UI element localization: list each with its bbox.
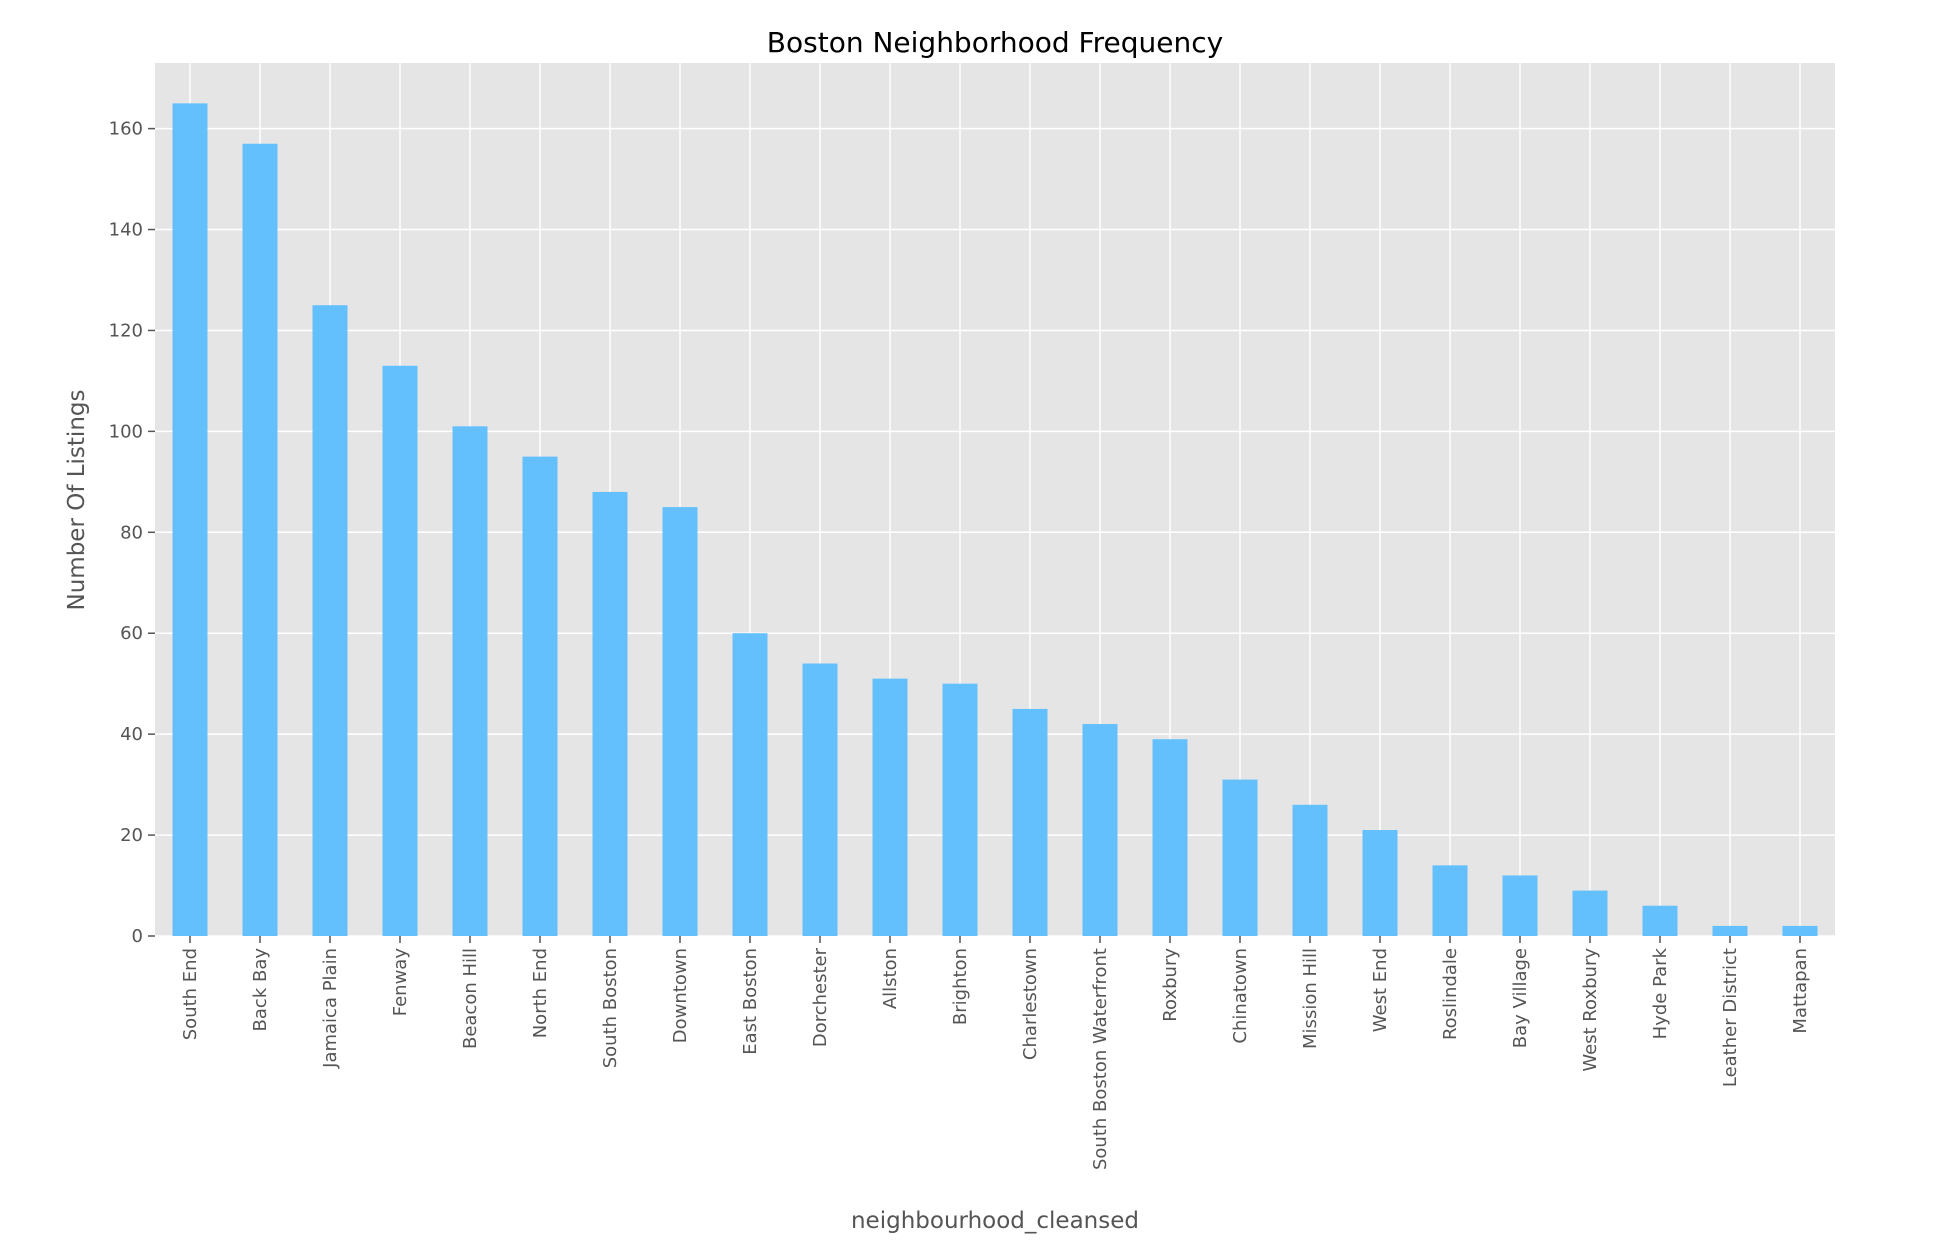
x-tick-label: Mattapan: [1790, 948, 1811, 1034]
x-tick-label: Charlestown: [1020, 948, 1041, 1060]
x-tick-label: Jamaica Plain: [320, 948, 341, 1069]
x-axis-ticks: South End Back Bay Jamaica Plain Fenway Beac…: [180, 936, 1811, 1170]
x-tick-label: Bay Village: [1510, 948, 1531, 1048]
bar: [942, 683, 978, 936]
bar: [1572, 890, 1608, 936]
bar: [172, 103, 208, 937]
bar: [382, 365, 418, 937]
x-tick-label: East Boston: [740, 948, 761, 1055]
x-tick-label: Hyde Park: [1650, 947, 1671, 1039]
y-tick-label: 0: [132, 926, 143, 947]
bar: [1152, 739, 1188, 936]
x-axis-label: neighbourhood_cleansed: [851, 1208, 1139, 1234]
x-tick-label: West Roxbury: [1580, 948, 1601, 1072]
x-tick-label: South End: [180, 948, 201, 1040]
bar: [802, 663, 838, 936]
y-axis-ticks: 0 20 40 60 80 100 120 140 160: [109, 119, 155, 947]
bar: [662, 507, 698, 936]
x-tick-label: Beacon Hill: [460, 948, 481, 1049]
x-tick-label: Brighton: [950, 948, 971, 1025]
y-tick-label: 160: [109, 119, 143, 140]
x-tick-label: Chinatown: [1230, 948, 1251, 1044]
bar: [872, 678, 908, 936]
x-tick-label: Back Bay: [250, 948, 271, 1032]
plot-area: [155, 63, 1835, 936]
x-tick-label: Mission Hill: [1300, 948, 1321, 1049]
bar: [1222, 779, 1258, 936]
bar: [1432, 865, 1468, 936]
x-tick-label: Allston: [880, 948, 901, 1009]
y-tick-label: 80: [120, 522, 143, 543]
bar: [1292, 804, 1328, 936]
bar: [592, 491, 628, 936]
x-tick-label: South Boston Waterfront: [1090, 948, 1111, 1170]
y-tick-label: 60: [120, 623, 143, 644]
y-tick-label: 140: [109, 220, 143, 241]
y-tick-label: 100: [109, 421, 143, 442]
bar: [1012, 708, 1048, 936]
bar: [1712, 925, 1748, 936]
x-tick-label: North End: [530, 948, 551, 1038]
bar: [1782, 925, 1818, 936]
bar: [312, 305, 348, 936]
chart-title: Boston Neighborhood Frequency: [767, 26, 1223, 59]
x-tick-label: Fenway: [390, 948, 411, 1017]
bar: [732, 633, 768, 936]
x-tick-label: Roslindale: [1440, 948, 1461, 1040]
bars: [172, 103, 1818, 937]
bar: [1502, 875, 1538, 936]
y-axis-label: Number Of Listings: [64, 390, 90, 611]
x-tick-label: Leather District: [1720, 948, 1741, 1087]
y-tick-label: 40: [120, 724, 143, 745]
bar: [1642, 905, 1678, 936]
bar: [452, 426, 488, 936]
bar: [1362, 830, 1398, 936]
x-tick-label: South Boston: [600, 948, 621, 1068]
y-tick-label: 120: [109, 320, 143, 341]
x-tick-label: West End: [1370, 948, 1391, 1032]
bar: [1082, 724, 1118, 936]
y-tick-label: 20: [120, 825, 143, 846]
x-tick-label: Roxbury: [1160, 948, 1181, 1022]
x-tick-label: Dorchester: [810, 947, 831, 1047]
bar: [242, 143, 278, 937]
bar: [522, 456, 558, 936]
x-tick-label: Downtown: [670, 948, 691, 1043]
